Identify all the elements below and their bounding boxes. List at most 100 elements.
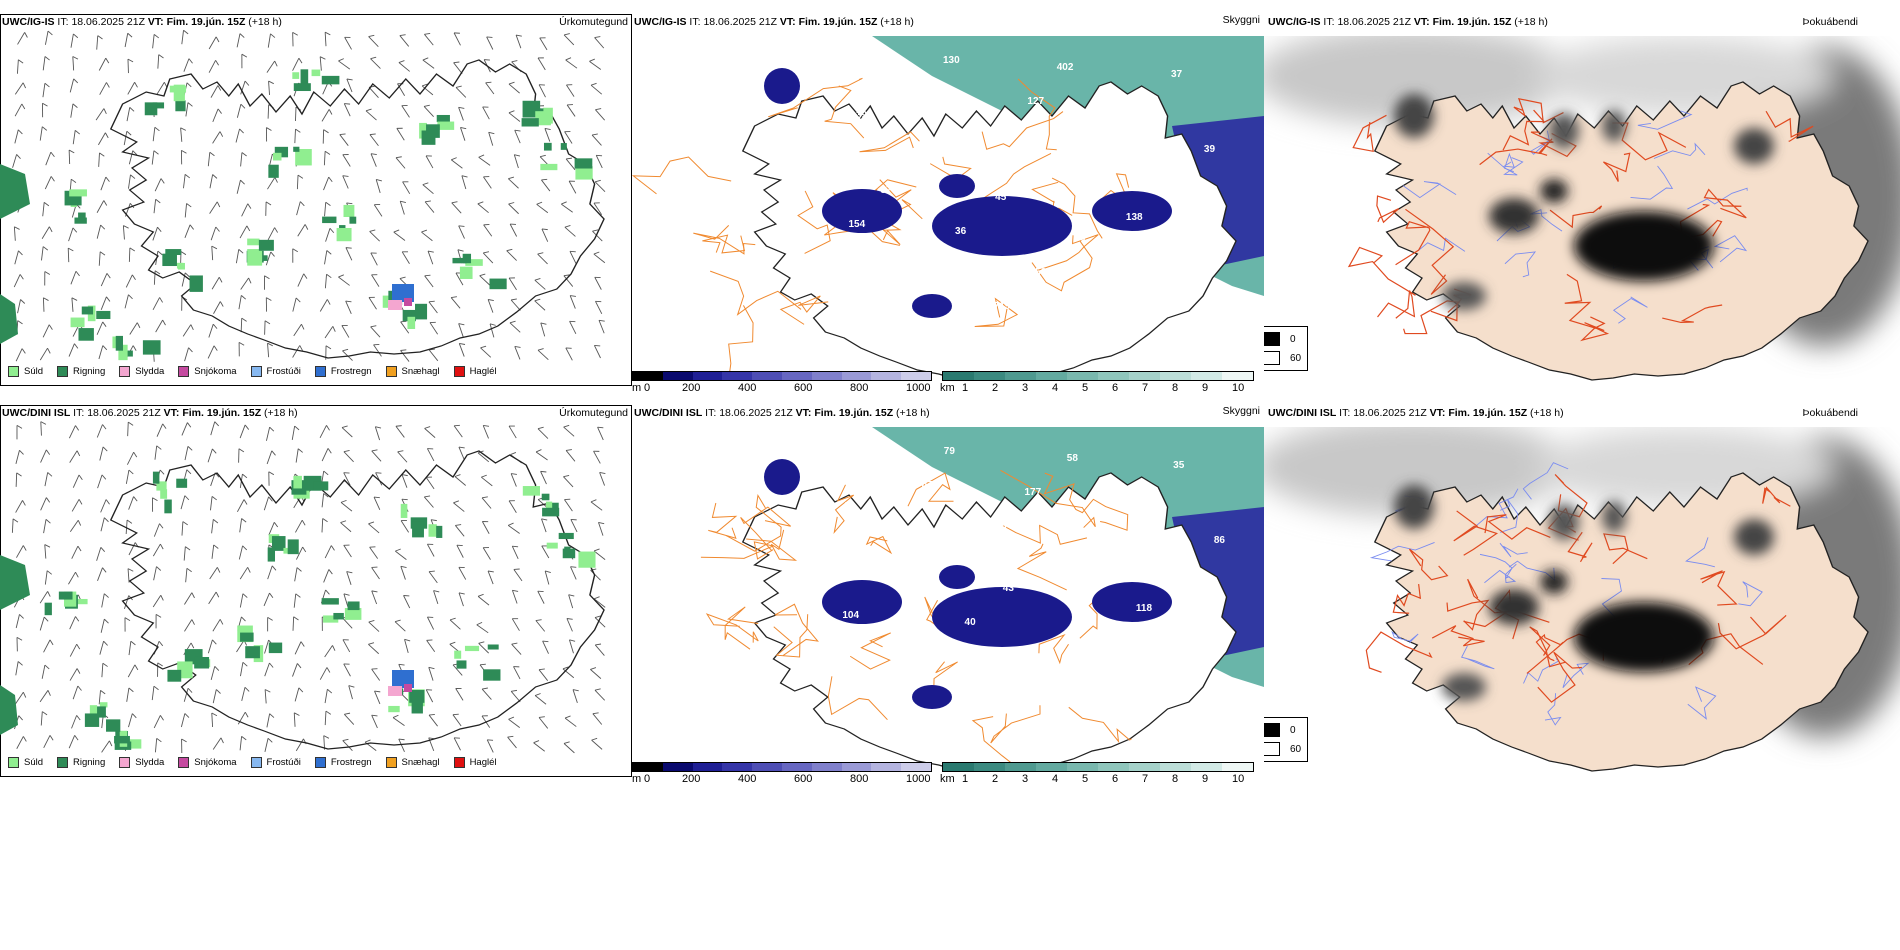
wind-barb xyxy=(184,446,193,461)
wind-barb xyxy=(510,689,521,703)
precip-cell xyxy=(58,591,73,600)
wind-barb xyxy=(153,523,164,537)
wind-barb xyxy=(100,517,109,532)
wind-barb xyxy=(456,544,464,558)
road xyxy=(1038,633,1069,665)
wind-barb xyxy=(570,566,577,580)
wind-barb xyxy=(152,543,164,557)
road xyxy=(1068,706,1132,744)
visibility-m-area xyxy=(1092,582,1172,622)
visibility-m-area xyxy=(1092,191,1172,231)
wind-barb xyxy=(71,715,81,729)
fog-header: UWC/IG-IS IT: 18.06.2025 21Z VT: Fim. 19… xyxy=(1268,16,1548,28)
wind-barb xyxy=(453,737,461,751)
road xyxy=(907,472,954,507)
wind-barb xyxy=(511,545,519,560)
legend-item: Haglél xyxy=(453,366,497,377)
river xyxy=(1391,630,1419,644)
visibility-value-label: 70 xyxy=(1074,233,1086,244)
legend-swatch xyxy=(178,757,190,768)
wind-barb xyxy=(209,567,221,580)
model-name: UWC/IG-IS xyxy=(1268,16,1321,28)
iceland-outline xyxy=(109,450,605,750)
legend-item: Haglél xyxy=(453,757,497,768)
precip-cell xyxy=(92,706,106,718)
fog-header: UWC/DINI ISL IT: 18.06.2025 21Z VT: Fim.… xyxy=(1268,407,1564,419)
road xyxy=(974,297,1019,327)
wind-barb xyxy=(16,545,27,558)
wind-barb xyxy=(267,342,273,358)
wind-barb xyxy=(128,247,136,262)
wind-barb xyxy=(538,84,546,98)
wind-barb xyxy=(368,521,380,534)
wind-barb xyxy=(369,133,379,146)
precip-cell xyxy=(194,656,210,669)
wind-barb xyxy=(207,345,218,359)
river xyxy=(1479,553,1513,580)
wind-barb xyxy=(14,250,23,265)
wind-barb xyxy=(544,570,551,585)
wind-barb xyxy=(212,619,224,632)
road xyxy=(774,603,819,656)
vis-title: Skyggni xyxy=(1222,14,1260,26)
precip-cell xyxy=(162,253,177,267)
valid-time: Fim. 19.jún. 15Z xyxy=(166,16,246,28)
road xyxy=(1603,152,1631,182)
wind-barb xyxy=(508,425,517,439)
fog-patch xyxy=(1734,128,1774,164)
precip-cell xyxy=(436,525,443,538)
wind-barb xyxy=(185,102,193,117)
wind-barb xyxy=(209,201,221,214)
wind-barb xyxy=(565,449,576,462)
visibility-map: 92 478 15 78 118 251 324 79 177 166 124 104 105 49 58 9… xyxy=(700,427,1264,772)
wind-barb xyxy=(292,616,299,631)
precip-cell xyxy=(274,146,289,158)
model-name: UWC/DINI ISL xyxy=(634,407,703,419)
visibility-value-label: 35 xyxy=(1173,460,1185,471)
wind-barb xyxy=(15,500,26,513)
road xyxy=(827,676,888,721)
wind-barb xyxy=(536,201,549,214)
vis-m-colorbar: m 0 200 400 600 800 1000 xyxy=(632,371,932,394)
visibility-m-area xyxy=(764,459,800,495)
wind-barb xyxy=(461,175,468,190)
precip-cell xyxy=(321,598,339,605)
wind-barb xyxy=(157,662,163,677)
wind-barb xyxy=(43,519,51,534)
vis-m-tick: 1000 xyxy=(906,382,931,394)
wind-barb xyxy=(239,735,247,751)
wind-barb xyxy=(40,497,51,511)
wind-barb xyxy=(100,499,110,513)
wind-barb xyxy=(70,103,78,118)
vt-label: VT: xyxy=(1429,407,1446,419)
wind-barb xyxy=(265,127,272,142)
precip-cell xyxy=(271,536,286,551)
wind-barb xyxy=(69,643,81,657)
precip-cell xyxy=(311,69,321,77)
wind-barb xyxy=(72,474,83,488)
wind-barb xyxy=(321,518,328,533)
wind-barb xyxy=(488,131,495,146)
vis-m-colorbar: m 0 200 400 600 800 1000 xyxy=(632,762,932,785)
precip-cell xyxy=(548,502,559,509)
wind-barb xyxy=(127,82,138,95)
precip-cell xyxy=(118,344,128,361)
wind-barb xyxy=(458,343,466,357)
fog-map xyxy=(1264,427,1900,772)
fog-legend-label: 0 xyxy=(1290,724,1296,736)
wind-barb xyxy=(476,621,489,634)
wind-barb xyxy=(364,739,377,751)
precip-cell xyxy=(156,481,167,491)
wind-barb xyxy=(564,715,577,727)
wind-barb xyxy=(13,274,24,288)
road xyxy=(1392,583,1422,614)
wind-barb xyxy=(375,472,383,486)
wind-barb xyxy=(343,593,350,608)
vt-label: VT: xyxy=(779,16,796,28)
wind-barb xyxy=(479,273,491,286)
visibility-value-label: 177 xyxy=(1025,487,1042,498)
precip-cell xyxy=(245,646,260,659)
precip-cell xyxy=(560,143,567,150)
wind-barb xyxy=(68,343,79,357)
wind-barb xyxy=(96,35,103,50)
